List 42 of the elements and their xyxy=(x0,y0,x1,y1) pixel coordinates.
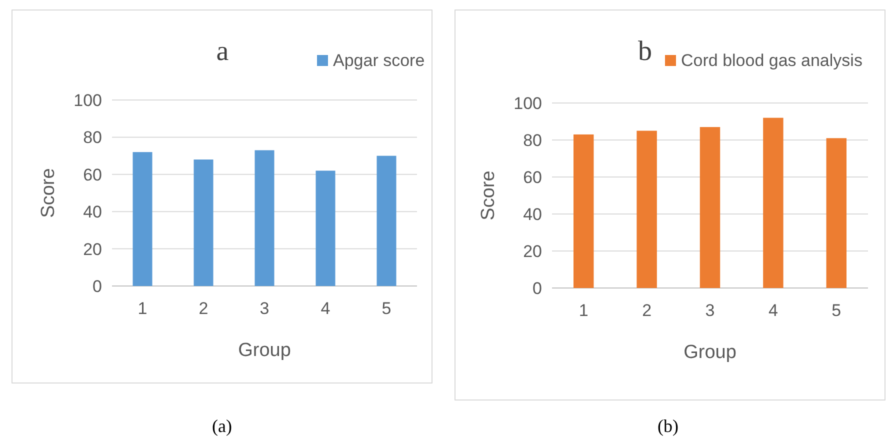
y-tick-label: 40 xyxy=(523,204,542,224)
x-tick-label: 3 xyxy=(705,301,715,320)
y-tick-label: 0 xyxy=(532,278,542,298)
bar xyxy=(636,130,657,288)
bar xyxy=(132,152,152,286)
bar xyxy=(376,156,396,286)
x-tick-label: 1 xyxy=(138,299,148,318)
y-tick-label: 60 xyxy=(83,165,102,184)
y-tick-label: 80 xyxy=(523,130,542,150)
y-tick-label: 100 xyxy=(74,90,102,110)
y-axis-title: Score xyxy=(38,168,59,218)
y-tick-label: 40 xyxy=(83,202,102,222)
y-tick-label: 0 xyxy=(92,276,102,296)
legend-label: Cord blood gas analysis xyxy=(681,51,862,70)
chart-title: a xyxy=(216,36,230,67)
y-tick-label: 100 xyxy=(514,94,542,113)
x-tick-label: 5 xyxy=(382,299,392,318)
bar xyxy=(573,134,594,288)
y-tick-label: 80 xyxy=(83,128,102,148)
bar xyxy=(194,160,214,286)
bar xyxy=(700,127,720,288)
bar xyxy=(316,170,336,286)
x-tick-label: 3 xyxy=(260,299,270,318)
bar xyxy=(763,118,784,288)
y-tick-label: 20 xyxy=(83,240,102,259)
x-axis-title: Group xyxy=(238,340,291,361)
bar xyxy=(254,150,274,286)
x-tick-label: 2 xyxy=(198,299,208,318)
x-tick-label: 2 xyxy=(642,301,652,320)
x-tick-label: 4 xyxy=(320,299,330,318)
x-tick-label: 4 xyxy=(768,301,778,320)
x-tick-label: 5 xyxy=(832,301,842,320)
x-axis-title: Group xyxy=(684,342,736,363)
y-tick-label: 60 xyxy=(523,168,542,187)
x-tick-label: 1 xyxy=(578,301,588,320)
bar xyxy=(826,138,847,288)
text: (b) xyxy=(658,416,678,436)
chart-title: b xyxy=(638,36,652,67)
y-tick-label: 20 xyxy=(523,242,542,261)
text: (a) xyxy=(212,416,232,436)
y-axis-title: Score xyxy=(478,170,499,220)
legend-label: Apgar score xyxy=(333,51,425,70)
